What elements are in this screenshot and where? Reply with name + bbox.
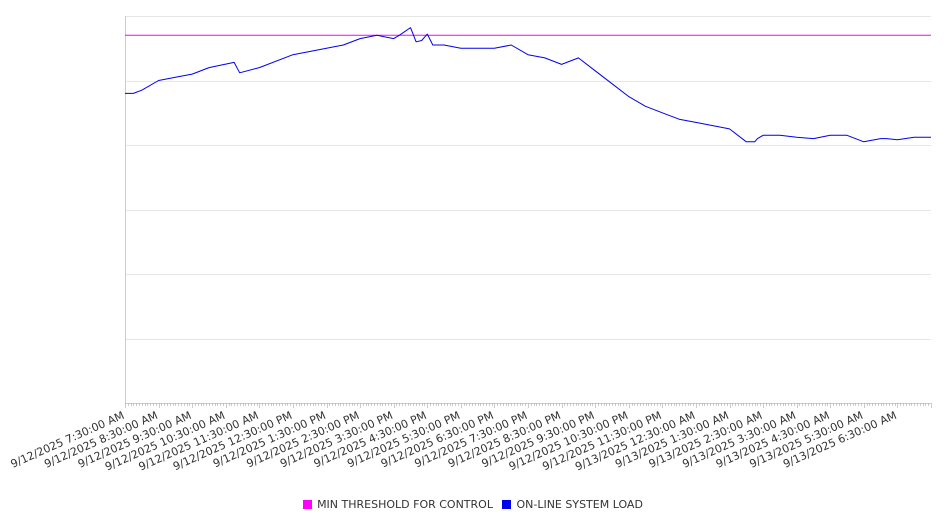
legend-item-load: ON-LINE SYSTEM LOAD xyxy=(502,498,643,511)
series xyxy=(125,27,931,143)
gridlines xyxy=(125,16,931,404)
legend-label-threshold: MIN THRESHOLD FOR CONTROL xyxy=(317,498,493,511)
system-load-series-line xyxy=(125,27,931,143)
legend-swatch-threshold xyxy=(303,500,313,509)
legend-item-threshold: MIN THRESHOLD FOR CONTROL xyxy=(303,498,493,511)
legend-label-load: ON-LINE SYSTEM LOAD xyxy=(516,498,643,511)
legend-swatch-load xyxy=(502,500,512,509)
legend: MIN THRESHOLD FOR CONTROL ON-LINE SYSTEM… xyxy=(0,498,946,511)
x-tick-labels: 9/12/2025 7:30:00 AM9/12/2025 8:30:00 AM… xyxy=(9,409,899,474)
axes xyxy=(125,16,932,408)
